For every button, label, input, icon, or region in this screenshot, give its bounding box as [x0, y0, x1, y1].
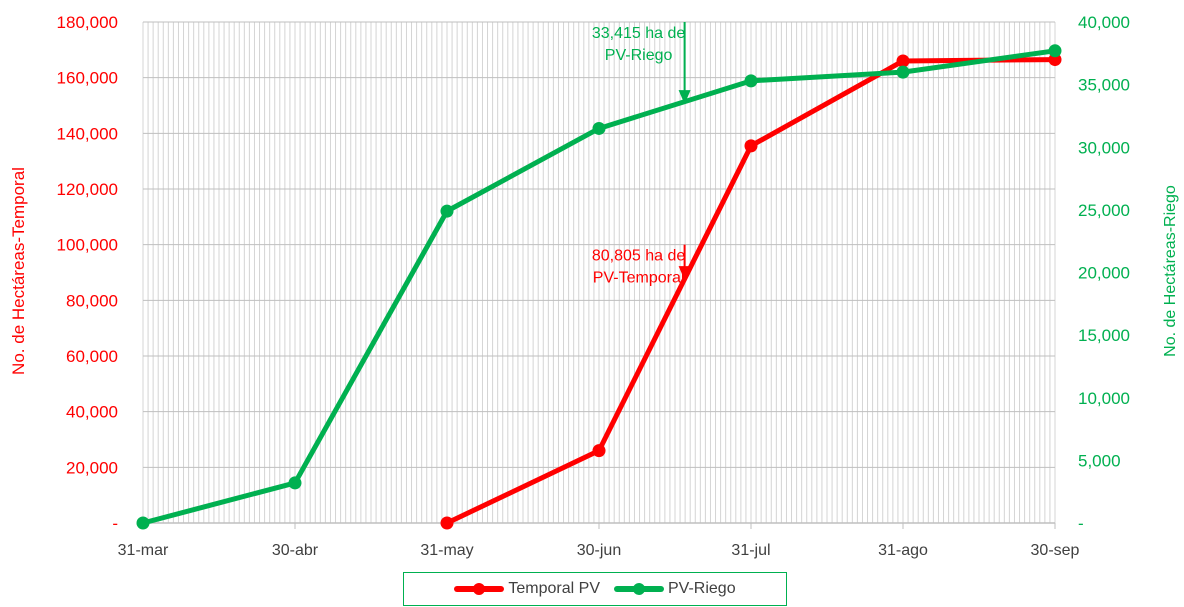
data-point-temporal-pv: [440, 516, 454, 530]
x-tick-label: 31-mar: [118, 542, 169, 559]
data-point-pv-riego: [288, 476, 302, 490]
x-axis-ticks: 31-mar 30-abr 31-may 30-jun 31-jul 31-ago 30-s…: [118, 523, 1080, 559]
left-tick-label: -: [112, 514, 118, 533]
left-tick-label: 180,000: [57, 13, 118, 32]
right-tick-label: 15,000: [1078, 326, 1130, 345]
right-tick-label: 35,000: [1078, 76, 1130, 95]
x-tick-label: 31-jul: [731, 542, 770, 559]
left-axis-ticks: - 20,000 40,000 60,000 80,000 100,000 120,000 1…: [57, 13, 118, 533]
left-tick-label: 160,000: [57, 69, 118, 88]
left-tick-label: 80,000: [66, 291, 118, 310]
x-tick-label: 31-ago: [878, 542, 928, 559]
annotation-text-temporal: PV-Temporal: [593, 270, 685, 287]
legend-item-temporal: Temporal PV: [454, 580, 600, 598]
legend-label-riego: PV-Riego: [668, 580, 736, 597]
right-axis-ticks: - 5,000 10,000 15,000 20,000 25,000 30,000 35,0…: [1078, 13, 1130, 533]
data-point-pv-riego: [440, 204, 454, 218]
right-tick-label: 25,000: [1078, 201, 1130, 220]
left-axis-title: No. de Hectáreas-Temporal: [9, 167, 28, 375]
chart-legend: Temporal PV PV-Riego: [403, 572, 787, 606]
annotation-text-temporal: 80,805 ha de: [592, 248, 686, 265]
data-point-pv-riego: [136, 516, 150, 530]
left-tick-label: 140,000: [57, 124, 118, 143]
annotation-text-riego: PV-Riego: [605, 47, 673, 64]
x-tick-label: 30-sep: [1031, 542, 1080, 559]
legend-swatch-temporal: [454, 583, 505, 595]
annotations-layer: 80,805 ha de PV-Temporal 33,415 ha de PV-Ri…: [592, 22, 691, 287]
right-tick-label: 20,000: [1078, 264, 1130, 283]
annotation-arrowhead-temporal: [678, 266, 691, 281]
data-point-temporal-pv: [592, 444, 606, 458]
data-point-pv-riego: [896, 65, 910, 79]
plot-grid: [142, 21, 1056, 524]
x-tick-label: 31-may: [420, 542, 473, 559]
right-tick-label: 30,000: [1078, 138, 1130, 157]
legend-label-temporal: Temporal PV: [508, 580, 600, 597]
data-point-temporal-pv: [896, 54, 910, 68]
left-tick-label: 40,000: [66, 403, 118, 422]
legend-item-riego: PV-Riego: [614, 580, 736, 598]
annotation-arrowhead-riego: [678, 90, 691, 105]
series-layer: [136, 44, 1062, 530]
right-tick-label: 5,000: [1078, 451, 1121, 470]
left-tick-label: 100,000: [57, 236, 118, 255]
left-tick-label: 120,000: [57, 180, 118, 199]
left-tick-label: 20,000: [66, 458, 118, 477]
data-point-pv-riego: [1048, 44, 1062, 58]
data-point-temporal-pv: [744, 139, 758, 153]
left-tick-label: 60,000: [66, 347, 118, 366]
right-tick-label: -: [1078, 514, 1084, 533]
data-point-pv-riego: [744, 74, 758, 88]
x-tick-label: 30-abr: [272, 542, 319, 559]
data-point-pv-riego: [592, 121, 606, 135]
right-axis-title: No. de Hectáreas-Riego: [1162, 185, 1179, 357]
annotation-text-riego: 33,415 ha de: [592, 25, 686, 42]
right-tick-label: 40,000: [1078, 13, 1130, 32]
legend-swatch-riego: [614, 583, 664, 595]
right-tick-label: 10,000: [1078, 389, 1130, 408]
x-tick-label: 30-jun: [577, 542, 621, 559]
